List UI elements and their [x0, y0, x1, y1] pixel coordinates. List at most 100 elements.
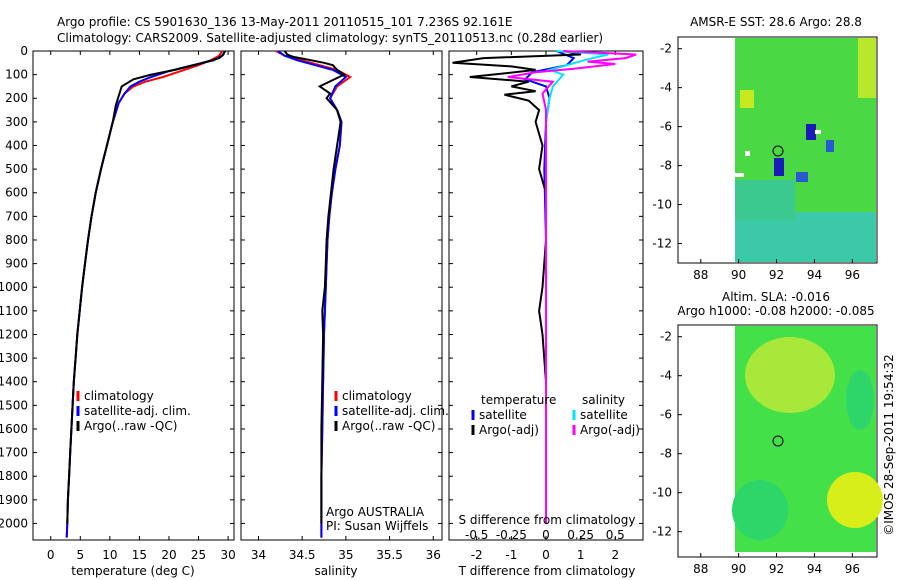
sla-map-title-2: Argo h1000: -0.08 h2000: -0.085: [677, 304, 874, 318]
depth-tick-label: 1300: [0, 351, 28, 365]
legend-label: Argo(-adj): [580, 423, 640, 437]
salinity-panel-frame: [240, 50, 443, 541]
x-tick-label: 34: [251, 548, 266, 562]
depth-tick-label: 500: [5, 162, 28, 176]
argo-position-marker: [772, 145, 784, 157]
series-line-2: [545, 50, 609, 524]
x-tick-label: 0: [47, 548, 55, 562]
x-tick-label: 10: [102, 548, 117, 562]
legend-label: satellite: [580, 408, 628, 422]
map-lat-label: -8: [660, 159, 672, 173]
sla-low-region: [846, 370, 874, 430]
map-lon-label: 92: [769, 562, 784, 576]
sst-map: 88 90 92 94 96 -2 -4 -6 -8 -10 -12: [652, 36, 878, 282]
header-line-2: Climatology: CARS2009. Satellite-adjuste…: [57, 31, 603, 45]
sst-missing-cell: [735, 173, 744, 177]
depth-tick-label: 200: [5, 91, 28, 105]
sst-cold-cell: [826, 140, 834, 152]
legend-label: Argo(-adj): [479, 423, 539, 437]
series-line-0: [65, 50, 224, 538]
series-line-2: [66, 50, 226, 524]
sst-cold-cell: [806, 124, 816, 140]
series-line-0: [523, 50, 576, 524]
x-tick-label: 20: [161, 548, 176, 562]
depth-tick-label: 1700: [0, 446, 28, 460]
x-tick-label: -2: [471, 548, 483, 562]
sst-missing-cell: [815, 130, 821, 134]
map-lon-label: 88: [693, 268, 708, 282]
argo-position-marker-sla: [772, 435, 784, 447]
map-lon-label: 90: [731, 268, 746, 282]
s-diff-tick-label: 0.5: [606, 528, 625, 542]
legend-label: satellite: [479, 408, 527, 422]
series-line-1: [277, 50, 348, 538]
x-tick-label: 1: [577, 548, 585, 562]
x-tick-label: 25: [191, 548, 206, 562]
map-lon-label: 90: [731, 562, 746, 576]
depth-tick-label: 400: [5, 138, 28, 152]
depth-tick-label: 1500: [0, 398, 28, 412]
depth-axis: 0 100 200 300 400 500 600 700 800 900 1000 1100 1200…: [0, 44, 643, 530]
temperature-xlabel: temperature (deg C): [71, 564, 194, 578]
depth-tick-label: 700: [5, 209, 28, 223]
series-line-0: [275, 50, 353, 538]
difference-panel: -2 -1 0 1 2-0.5 -0.25 0 0.25 0.5temperaturesatel…: [452, 50, 640, 562]
sla-map: 88 90 92 94 96 -2 -4 -6 -8 -10 -12: [652, 324, 883, 576]
x-tick-label: 36: [426, 548, 441, 562]
sst-cold-cell: [774, 158, 784, 176]
legend-label: salinity: [582, 393, 625, 407]
depth-tick-label: 900: [5, 257, 28, 271]
map-lon-label: 96: [845, 268, 860, 282]
legend-label: temperature: [481, 393, 556, 407]
map-lat-label: -2: [660, 330, 672, 344]
x-tick-label: -1: [505, 548, 517, 562]
legend-label: Argo(..raw -QC): [342, 419, 435, 433]
s-diff-tick-label: -0.25: [496, 528, 527, 542]
s-diff-tick-label: 0.25: [567, 528, 594, 542]
map-lat-label: -10: [652, 486, 672, 500]
temperature-panel-frame: [32, 50, 235, 541]
salinity-xlabel: salinity: [314, 564, 357, 578]
pi-name-text: PI: Susan Wijffels: [326, 519, 428, 533]
series-line-1: [452, 50, 581, 524]
header-line-1: Argo profile: CS 5901630_136 13-May-2011…: [57, 15, 512, 29]
x-tick-label: 0: [542, 548, 550, 562]
sst-warm-patch: [858, 38, 876, 98]
depth-tick-label: 0: [20, 44, 28, 58]
s-diff-tick-label: -0.5: [465, 528, 488, 542]
sla-high-region: [745, 337, 835, 413]
x-tick-label: 30: [220, 548, 235, 562]
legend-label: climatology: [84, 389, 154, 403]
depth-tick-label: 1100: [0, 304, 28, 318]
depth-tick-label: 1400: [0, 375, 28, 389]
s-difference-label: S difference from climatology: [459, 513, 636, 527]
depth-tick-label: 1000: [0, 280, 28, 294]
x-tick-label: 34.5: [289, 548, 316, 562]
depth-tick-label: 1800: [0, 469, 28, 483]
x-tick-label: 35.5: [376, 548, 403, 562]
legend-label: climatology: [342, 389, 412, 403]
depth-tick-label: 800: [5, 233, 28, 247]
map-lon-label: 96: [845, 562, 860, 576]
map-lon-label: 92: [769, 268, 784, 282]
depth-tick-label: 1900: [0, 493, 28, 507]
x-tick-label: 5: [76, 548, 84, 562]
map-lat-label: -6: [660, 120, 672, 134]
series-line-2: [283, 50, 347, 524]
map-lon-label: 88: [693, 562, 708, 576]
imos-credit: ©IMOS 28-Sep-2011 19:54:32: [882, 354, 896, 536]
sla-map-title-1: Altim. SLA: -0.016: [722, 290, 830, 304]
map-lon-label: 94: [807, 268, 822, 282]
t-difference-xlabel: T difference from climatology: [458, 564, 636, 578]
map-lat-label: -4: [660, 81, 672, 95]
map-lat-label: -8: [660, 447, 672, 461]
sst-map-title: AMSR-E SST: 28.6 Argo: 28.8: [690, 15, 862, 29]
depth-tick-label: 1600: [0, 422, 28, 436]
argo-owner-text: Argo AUSTRALIA: [326, 505, 425, 519]
map-lat-label: -4: [660, 369, 672, 383]
sst-map-ticks: 88 90 92 94 96 -2 -4 -6 -8 -10 -12: [652, 42, 860, 282]
map-lat-label: -2: [660, 42, 672, 56]
legend-label: satellite-adj. clim.: [342, 404, 449, 418]
x-tick-label: 35: [338, 548, 353, 562]
